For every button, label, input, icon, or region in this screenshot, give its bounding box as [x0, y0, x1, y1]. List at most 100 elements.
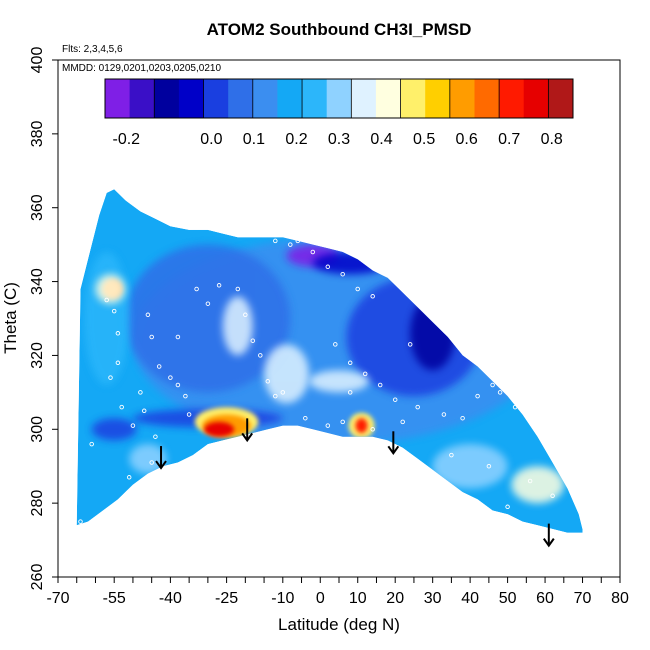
- sample-point-24: [250, 338, 256, 343]
- y-axis: 260 280 300 320 340 360 380 400: [29, 47, 58, 591]
- x-tick-label: 10: [349, 590, 367, 607]
- sample-point-38: [347, 360, 353, 366]
- colorbar-tick-label: -0.2: [113, 131, 141, 148]
- arrow-markers: [155, 418, 555, 548]
- colorbar-swatch-18: [548, 79, 574, 118]
- x-tick-label: -70: [46, 590, 69, 607]
- x-tick-label: -25: [215, 590, 238, 607]
- sample-point-18: [186, 412, 192, 417]
- sample-point-23: [243, 312, 248, 318]
- colorbar-tick-label: 0.0: [200, 131, 222, 148]
- sample-point-11: [149, 460, 154, 465]
- sample-point-19: [194, 286, 199, 292]
- curtain-blob-10: [511, 466, 564, 504]
- chart-title: ATOM2 Southbound CH3I_PMSD: [207, 20, 472, 39]
- sample-point-35: [355, 286, 360, 292]
- sample-point-68: [89, 441, 94, 447]
- curtain-blob-5: [410, 296, 456, 371]
- sample-point-51: [497, 390, 503, 395]
- sample-point-46: [415, 404, 420, 410]
- sample-point-3: [115, 360, 121, 366]
- y-tick-label: 360: [29, 194, 46, 221]
- curtain-blob-8: [309, 370, 369, 393]
- curtain-blob-12: [129, 444, 167, 474]
- down-arrow-head: [387, 445, 400, 456]
- colorbar-swatch-12: [400, 79, 426, 118]
- sample-point-69: [78, 519, 83, 524]
- x-tick-label: -40: [159, 590, 182, 607]
- colorbar-swatch-11: [375, 79, 401, 118]
- curtain-blob-16: [95, 274, 126, 304]
- colorbar-tick-label: 0.3: [328, 131, 350, 148]
- sample-point-66: [400, 419, 405, 425]
- colorbar: -0.2 0.0 0.1 0.2 0.3 0.4 0.5 0.6 0.7 0.8: [104, 78, 574, 148]
- sample-point-4: [108, 375, 113, 380]
- sample-point-2: [115, 331, 121, 336]
- sample-point-0: [104, 297, 109, 303]
- sample-point-43: [419, 279, 424, 284]
- colorbar-swatch-13: [425, 79, 451, 118]
- sample-point-9: [141, 408, 147, 414]
- sample-point-12: [145, 312, 151, 318]
- curtain-blob-21: [355, 418, 368, 433]
- colorbar-tick-label: 0.2: [285, 131, 307, 148]
- colorbar-swatch-9: [326, 79, 352, 118]
- sample-point-10: [153, 434, 158, 439]
- x-tick-label: 0: [316, 590, 325, 607]
- x-tick-label: 20: [386, 590, 404, 607]
- colorbar-swatch-15: [474, 79, 500, 118]
- sample-point-8: [138, 390, 143, 395]
- colorbar-tick-label: 0.8: [541, 131, 563, 148]
- sample-point-63: [325, 423, 331, 428]
- sample-point-30: [288, 242, 293, 247]
- sample-point-20: [205, 301, 211, 306]
- colorbar-swatch-1: [129, 79, 155, 118]
- sample-point-40: [377, 382, 383, 388]
- y-axis-label: Theta (C): [1, 282, 20, 354]
- dates-subtitle: MMDD: 0129,0201,0203,0205,0210: [62, 63, 221, 74]
- sample-point-62: [303, 415, 308, 421]
- curtain-layer: [76, 189, 583, 533]
- sample-point-15: [168, 375, 173, 380]
- sample-point-6: [130, 423, 136, 428]
- colorbar-frame: [104, 78, 574, 119]
- sample-point-42: [407, 342, 413, 347]
- y-tick-label: 320: [29, 342, 46, 369]
- down-arrow-0: [155, 446, 167, 470]
- sample-point-25: [258, 353, 263, 358]
- colorbar-swatch-10: [351, 79, 377, 118]
- sample-point-58: [505, 504, 510, 510]
- sample-point-28: [280, 390, 286, 395]
- colorbar-tick-label: 0.1: [243, 131, 265, 148]
- sample-point-21: [216, 283, 222, 288]
- colorbar-tick-label: 0.7: [498, 131, 520, 148]
- colorbar-tick-label: 0.5: [413, 131, 435, 148]
- sample-point-60: [550, 493, 555, 499]
- sample-point-27: [273, 393, 278, 399]
- y-tick-label: 260: [29, 564, 46, 591]
- colorbar-tick-label: 0.4: [370, 131, 392, 148]
- curtain-blob-9: [84, 252, 130, 385]
- down-arrow-head: [155, 460, 167, 470]
- x-tick-label: 80: [611, 590, 629, 607]
- sample-point-57: [486, 463, 492, 469]
- x-tick-label: 50: [499, 590, 517, 607]
- x-axis: -70 -55 -40 -25 -10 0 10 20 30 40 50 60 70 80: [46, 577, 629, 607]
- sample-point-32: [310, 249, 316, 255]
- sample-point-59: [527, 478, 533, 484]
- y-tick-label: 300: [29, 416, 46, 443]
- y-tick-label: 280: [29, 490, 46, 517]
- sample-points: [78, 238, 555, 524]
- curtain-blob-14: [91, 418, 137, 441]
- colorbar-swatch-8: [302, 79, 328, 118]
- colorbar-swatch-6: [252, 79, 278, 118]
- sample-point-67: [175, 334, 181, 340]
- sample-point-5: [119, 404, 124, 410]
- sample-point-13: [149, 334, 154, 340]
- sample-point-1: [111, 308, 117, 314]
- sample-point-39: [362, 371, 368, 377]
- sample-point-61: [347, 390, 353, 395]
- colorbar-swatch-17: [523, 79, 549, 118]
- colorbar-swatch-5: [228, 79, 254, 118]
- y-tick-label: 400: [29, 47, 46, 74]
